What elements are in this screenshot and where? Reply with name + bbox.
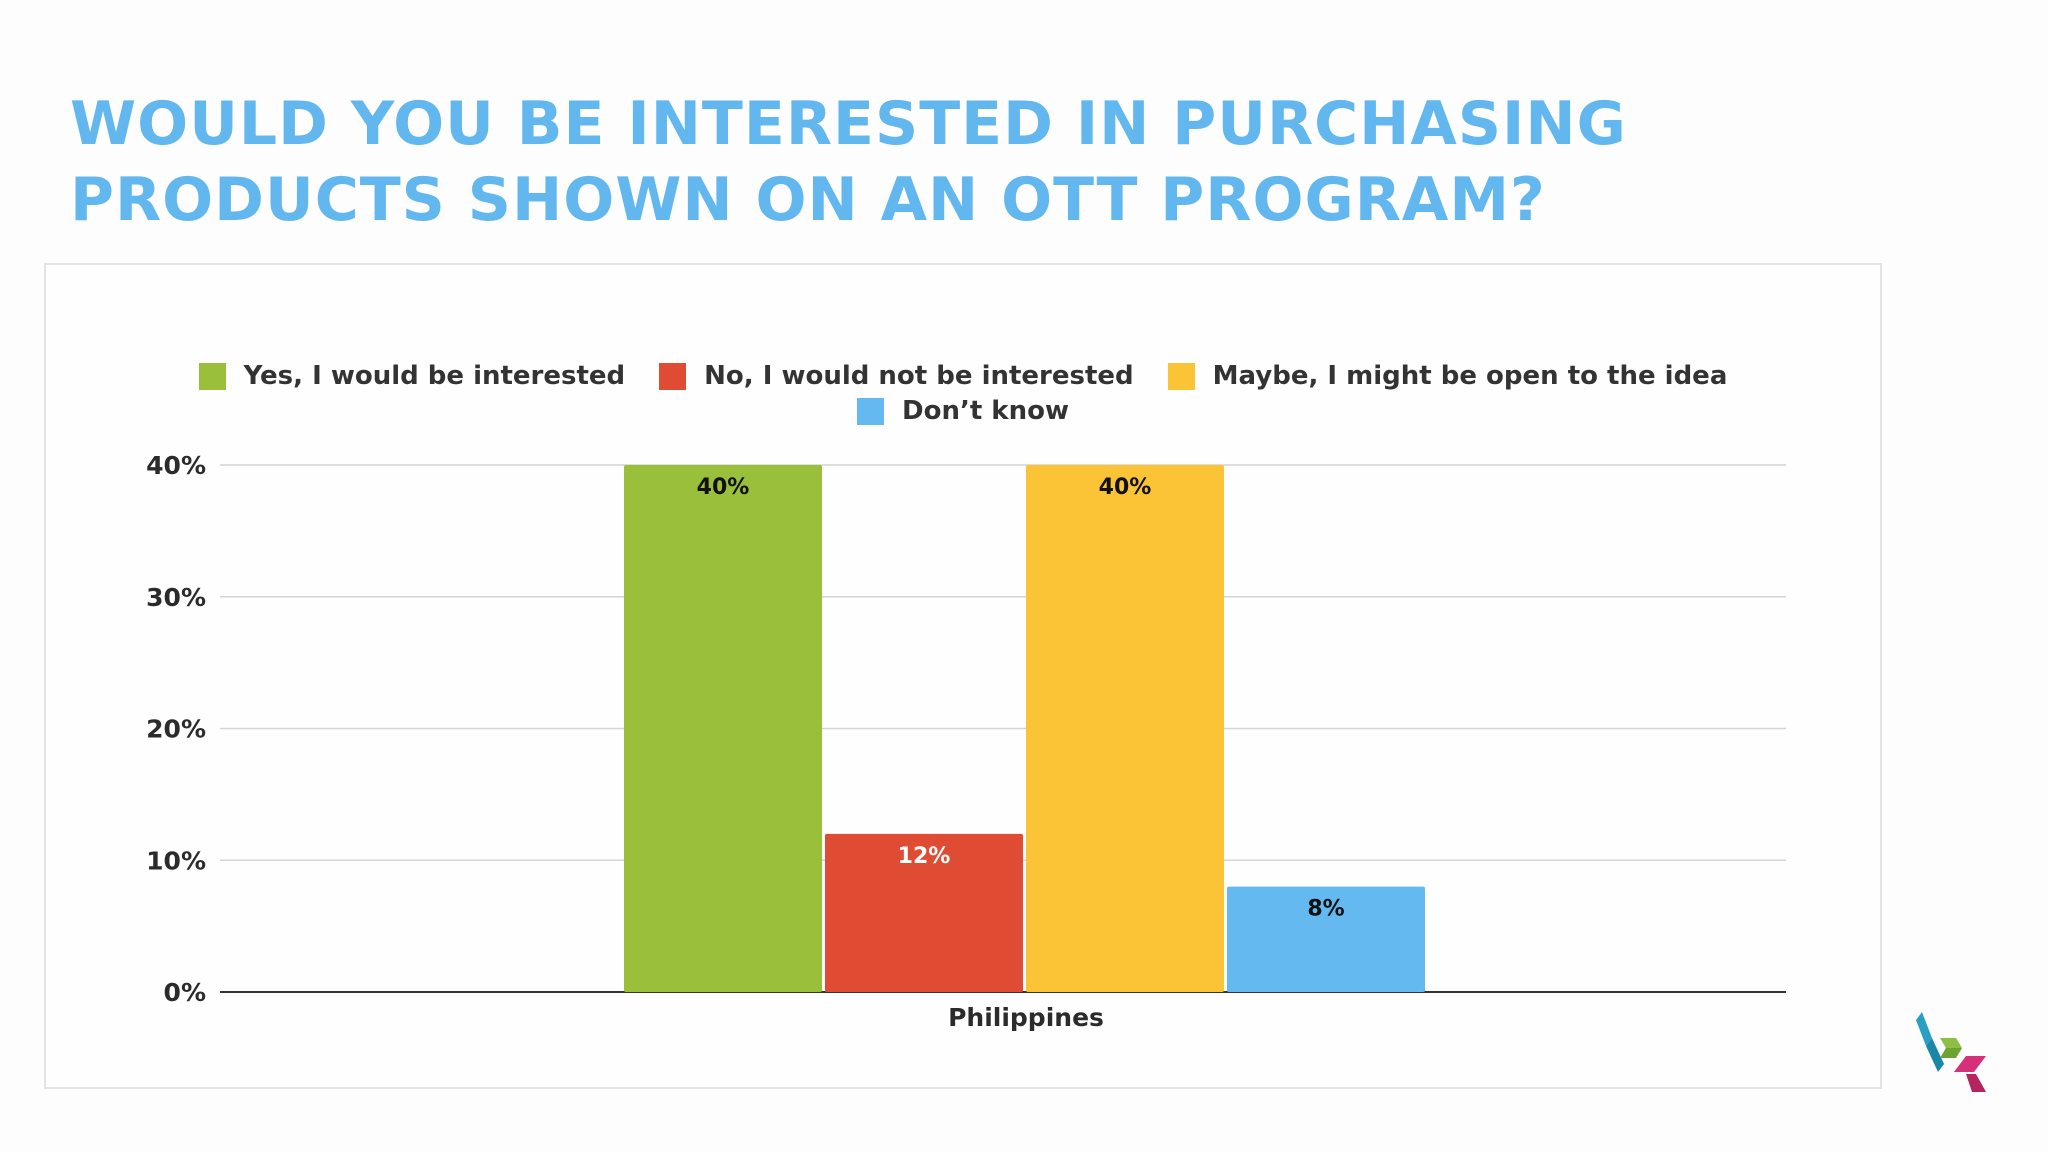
legend-label-yes: Yes, I would be interested xyxy=(243,361,626,391)
y-tick-label: 30% xyxy=(146,583,206,612)
data-label: 8% xyxy=(1307,897,1344,922)
brand-logo-icon xyxy=(1916,1012,1986,1092)
bar xyxy=(1227,886,1425,992)
y-tick-label: 0% xyxy=(164,978,206,1007)
y-tick-label: 10% xyxy=(146,846,206,875)
bar xyxy=(624,465,822,992)
bar-chart: 0% 10% 20% 30% 40% 40% 12% 40% 8% Philippines xyxy=(146,451,1786,1032)
slide-title: WOULD YOU BE INTERESTED IN PURCHASING PR… xyxy=(70,89,1627,235)
legend-label-no: No, I would not be interested xyxy=(704,361,1134,391)
legend-swatch-maybe xyxy=(1167,362,1195,390)
legend-label-dont-know: Don’t know xyxy=(902,396,1069,426)
data-label: 12% xyxy=(898,844,951,869)
legend-item-dont-know: Don’t know xyxy=(857,396,1069,426)
bar xyxy=(1026,465,1224,992)
y-tick-label: 40% xyxy=(146,451,206,480)
legend-item-maybe: Maybe, I might be open to the idea xyxy=(1167,361,1728,391)
legend-swatch-yes xyxy=(198,362,226,390)
bar xyxy=(825,833,1023,992)
legend-swatch-dont-know xyxy=(857,397,884,425)
chart-legend: Yes, I would be interested No, I would n… xyxy=(46,358,1880,394)
legend-item-yes: Yes, I would be interested xyxy=(198,361,626,391)
y-tick-label: 20% xyxy=(146,715,206,744)
legend-item-no: No, I would not be interested xyxy=(659,361,1134,391)
x-category-label: Philippines xyxy=(948,1003,1104,1032)
data-label: 40% xyxy=(1099,475,1152,500)
legend-swatch-no xyxy=(659,362,687,390)
legend-label-maybe: Maybe, I might be open to the idea xyxy=(1212,361,1728,391)
data-label: 40% xyxy=(697,475,750,500)
chart-panel: Yes, I would be interested No, I would n… xyxy=(44,263,1882,1089)
chart-legend-row-2: Don’t know xyxy=(46,393,1880,429)
